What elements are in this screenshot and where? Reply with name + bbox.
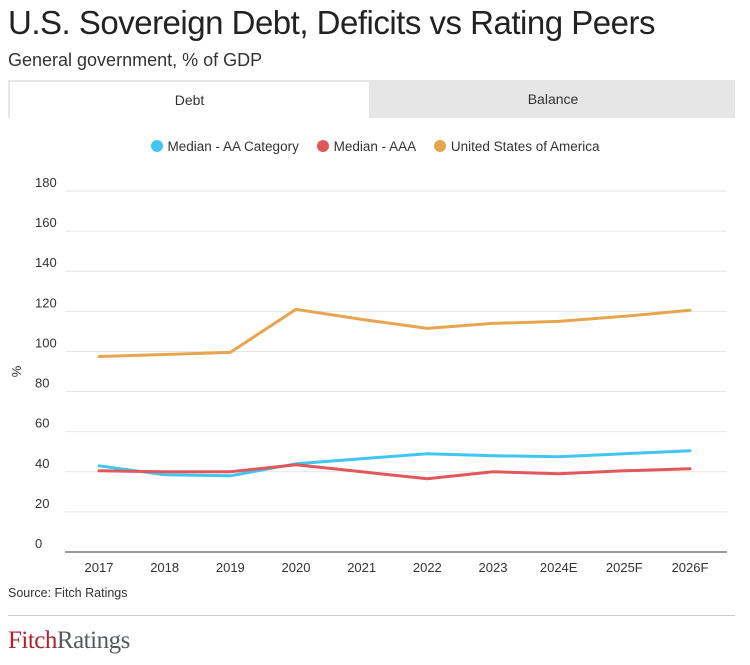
x-tick-label: 2022 — [413, 560, 442, 575]
tab-debt[interactable]: Debt — [10, 82, 369, 120]
page-subtitle: General government, % of GDP — [8, 50, 263, 70]
footer-divider — [8, 615, 735, 616]
tab-balance[interactable]: Balance — [527, 91, 579, 107]
x-tick-label: 2019 — [216, 560, 245, 575]
y-tick-label: 20 — [35, 496, 49, 511]
gridlines — [65, 190, 727, 553]
legend-dot-aaa — [316, 140, 329, 152]
x-tick-label: 2024E — [540, 560, 578, 575]
series-line-aaa-median[interactable] — [97, 463, 692, 481]
source-note: Source: Fitch Ratings — [8, 586, 128, 600]
legend-item-usa[interactable]: United States of America — [433, 139, 600, 154]
y-tick-label: 180 — [35, 175, 57, 190]
x-tick-label: 2020 — [282, 560, 311, 575]
debt-line-chart: 0 20 40 60 80 100 120 140 160 180 2017 2018 2019 202… — [9, 175, 727, 575]
x-tick-label: 2025F — [606, 560, 643, 575]
y-axis-ticks: 0 20 40 60 80 100 120 140 160 180 — [35, 175, 57, 551]
legend-label-aa: Median - AA Category — [167, 139, 299, 154]
y-axis-label: % — [9, 365, 24, 377]
y-tick-label: 40 — [35, 456, 49, 471]
chart-legend: Median - AA Category Median - AAA United… — [0, 139, 750, 154]
legend-dot-aa — [150, 140, 163, 152]
tab-bar: Debt Balance — [8, 80, 735, 120]
legend-item-aaa[interactable]: Median - AAA — [316, 139, 417, 154]
fitch-ratings-logo: FitchRatings — [8, 627, 130, 655]
y-tick-label: 0 — [35, 536, 42, 551]
y-tick-label: 160 — [35, 215, 57, 230]
y-tick-label: 80 — [35, 376, 49, 391]
x-tick-label: 2026F — [672, 560, 709, 575]
y-tick-label: 120 — [35, 295, 57, 310]
x-tick-label: 2017 — [85, 560, 114, 575]
logo-part-fitch: Fitch — [8, 627, 57, 654]
legend-item-aa[interactable]: Median - AA Category — [150, 139, 299, 154]
legend-label-aaa: Median - AAA — [333, 139, 417, 154]
legend-dot-usa — [433, 140, 446, 152]
page-title: U.S. Sovereign Debt, Deficits vs Rating … — [8, 4, 655, 41]
y-tick-label: 140 — [35, 255, 57, 270]
y-tick-label: 60 — [35, 416, 49, 431]
series-line-aa-median[interactable] — [97, 449, 692, 478]
x-axis-ticks: 2017 2018 2019 2020 2021 2022 2023 2024E 2025F 20… — [85, 560, 709, 575]
x-tick-label: 2023 — [479, 560, 508, 575]
x-tick-label: 2021 — [347, 560, 376, 575]
legend-label-usa: United States of America — [450, 139, 600, 154]
logo-part-ratings: Ratings — [56, 627, 130, 654]
x-tick-label: 2018 — [150, 560, 179, 575]
series-line-usa[interactable] — [97, 307, 692, 358]
y-tick-label: 100 — [35, 335, 57, 350]
series-lines — [97, 307, 692, 481]
